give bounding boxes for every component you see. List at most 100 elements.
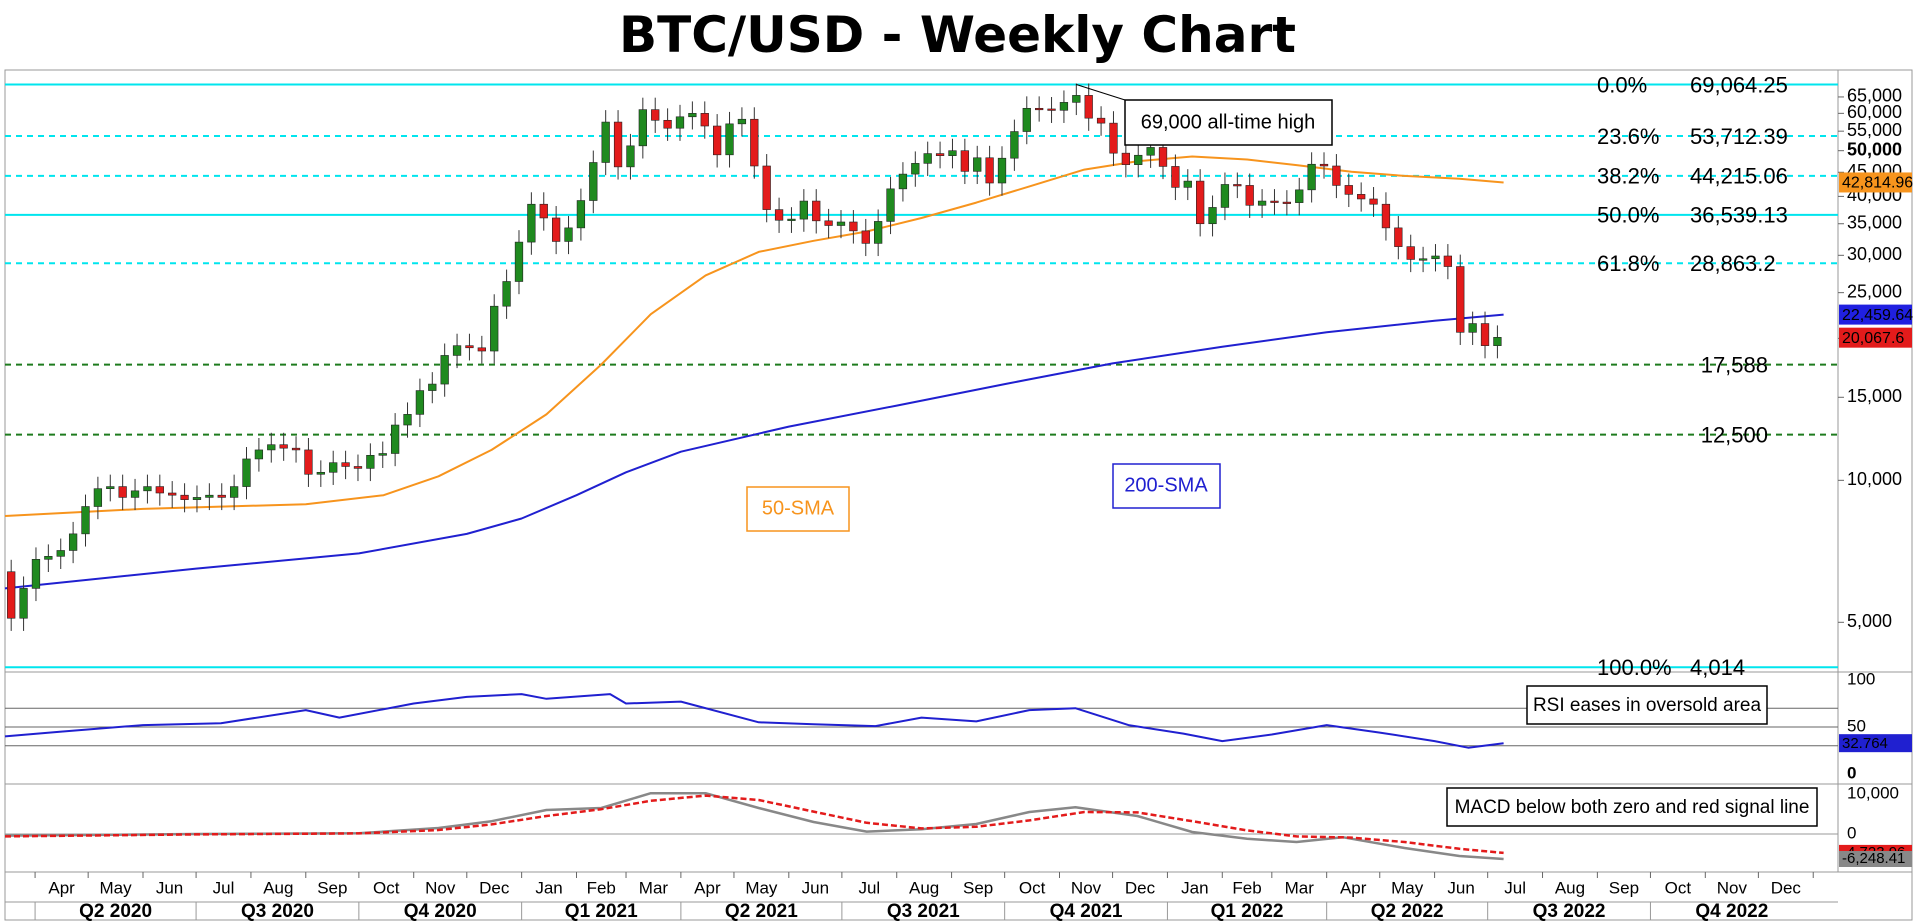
candle-up	[688, 113, 697, 118]
candle-up	[923, 153, 932, 164]
month-label: Jan	[1181, 878, 1208, 897]
candle-up	[403, 414, 412, 426]
candle-down	[1084, 95, 1093, 119]
candle-down	[291, 447, 301, 451]
candle-up	[378, 453, 387, 456]
ath-callout-label: 69,000 all-time high	[1141, 111, 1316, 133]
candle-down	[465, 345, 474, 349]
month-label: Apr	[694, 878, 721, 897]
fibonacci-pct-label: 100.0%	[1597, 655, 1672, 680]
support-level-label: 12,500	[1701, 422, 1768, 447]
candle-down	[1047, 108, 1056, 111]
rsi-tick-label: 100	[1847, 669, 1875, 688]
candle-up	[452, 345, 462, 356]
month-label: May	[745, 878, 778, 897]
candle-up	[316, 471, 325, 475]
month-label: Feb	[587, 878, 616, 897]
fibonacci-pct-label: 38.2%	[1597, 164, 1659, 189]
month-label: Aug	[1555, 878, 1585, 897]
month-label: Mar	[1285, 878, 1315, 897]
candle-down	[1319, 163, 1329, 167]
ath-callout-line	[1076, 84, 1126, 101]
price-tick-label: 10,000	[1847, 469, 1902, 489]
rsi-value-label: 32.764	[1842, 735, 1888, 752]
candle-down	[353, 466, 363, 469]
quarter-label: Q2 2020	[79, 901, 152, 922]
month-label: Jul	[858, 878, 880, 897]
quarter-label: Q2 2022	[1371, 901, 1444, 922]
quarter-label: Q4 2020	[404, 901, 477, 922]
candle-up	[564, 227, 573, 242]
candle-down	[1443, 255, 1453, 267]
candle-down	[1344, 185, 1353, 195]
candle-down	[155, 486, 164, 494]
month-label: Nov	[1071, 878, 1102, 897]
fibonacci-pct-label: 23.6%	[1597, 124, 1659, 149]
candle-up	[440, 355, 449, 385]
ath-callout-box	[1124, 99, 1333, 146]
price-tick-label: 50,000	[1847, 139, 1902, 159]
month-label: Oct	[373, 878, 400, 897]
candle-up	[626, 145, 635, 168]
sma50-callout-label: 50-SMA	[762, 497, 835, 519]
candle-down	[551, 217, 561, 242]
month-label: Nov	[1717, 878, 1748, 897]
candle-up	[997, 157, 1007, 184]
candle-down	[935, 153, 945, 156]
candle-up	[1418, 258, 1428, 261]
price-badge-label: 42,814.96	[1842, 175, 1913, 192]
candle-down	[1357, 194, 1366, 200]
price-badge	[1839, 327, 1912, 348]
candle-down	[1158, 147, 1168, 167]
candle-up	[366, 454, 375, 469]
candle-down	[1456, 266, 1465, 333]
fibonacci-price-label: 53,712.39	[1690, 124, 1788, 149]
candle-down	[304, 449, 313, 475]
candle-up	[415, 390, 425, 415]
chart-title: BTC/USD - Weekly Chart	[618, 6, 1297, 64]
quarter-label: Q4 2022	[1695, 901, 1768, 922]
fibonacci-price-label: 36,539.13	[1690, 203, 1788, 228]
candle-down	[713, 125, 722, 156]
quarter-label: Q3 2021	[887, 901, 960, 922]
candle-down	[7, 571, 16, 619]
month-label: Jun	[1447, 878, 1474, 897]
candle-up	[725, 123, 734, 156]
candle-up	[675, 116, 685, 129]
price-tick-label: 60,000	[1847, 102, 1902, 122]
quarter-label: Q1 2022	[1211, 901, 1284, 922]
candle-up	[229, 486, 239, 498]
rsi-tick-label: 0	[1847, 763, 1856, 782]
candle-up	[1010, 131, 1019, 159]
month-label: Oct	[1665, 878, 1692, 897]
sma200-callout-box	[1112, 463, 1221, 509]
month-label: Aug	[909, 878, 939, 897]
candle-up	[898, 173, 908, 190]
macd-value-badge	[1839, 850, 1912, 867]
candle-down	[1171, 166, 1180, 188]
candle-up	[911, 163, 920, 175]
price-tick-label: 35,000	[1847, 212, 1902, 232]
month-label: Nov	[425, 878, 456, 897]
month-label: Mar	[639, 878, 669, 897]
candle-up	[1257, 200, 1267, 206]
candle-up	[68, 533, 78, 551]
candle-up	[205, 494, 214, 498]
month-label: Apr	[48, 878, 75, 897]
candle-up	[1146, 147, 1155, 156]
rsi-callout-box	[1526, 685, 1768, 725]
candle-up	[31, 559, 41, 589]
candle-up	[143, 486, 152, 492]
candle-up	[490, 305, 499, 352]
candle-up	[514, 241, 524, 282]
candle-up	[1307, 163, 1316, 191]
price-tick-label: 55,000	[1847, 120, 1902, 140]
candle-up	[106, 486, 115, 489]
candle-down	[774, 209, 784, 221]
rsi-value-badge	[1839, 734, 1912, 753]
sma200-line	[4, 313, 1504, 590]
month-label: Aug	[263, 878, 293, 897]
candle-down	[539, 203, 548, 219]
candle-down	[762, 165, 771, 210]
